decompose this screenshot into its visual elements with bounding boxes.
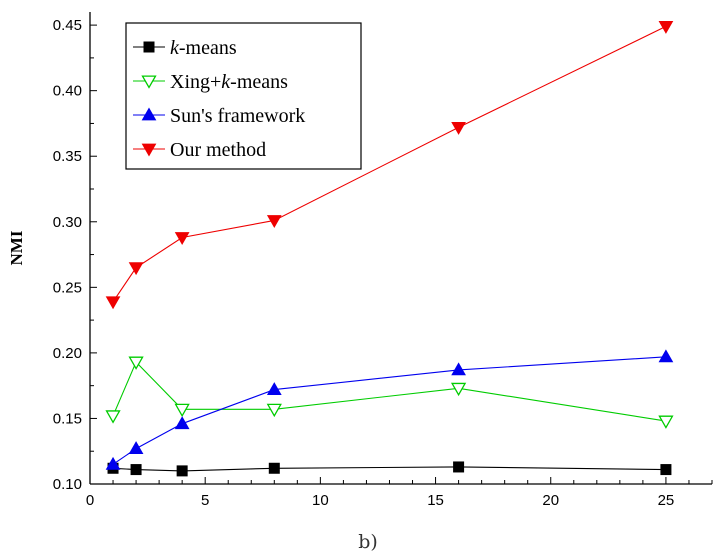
data-point [105, 296, 121, 310]
legend-box [125, 22, 362, 170]
x-tick-label: 0 [86, 492, 94, 509]
series-layer [105, 21, 674, 477]
y-tick-label: 0.10 [53, 476, 82, 493]
y-tick-label: 0.35 [53, 148, 82, 165]
y-axis: 0.10 0.15 0.20 0.25 0.30 0.35 0.40 0.45 [53, 17, 97, 493]
y-tick-label: 0.45 [53, 17, 82, 34]
series-3 [105, 21, 674, 310]
data-point [266, 403, 282, 418]
data-point [266, 382, 282, 395]
series-0 [107, 461, 672, 477]
data-point [453, 461, 465, 473]
data-point [128, 262, 144, 276]
y-tick-label: 0.40 [53, 83, 82, 100]
y-tick-label: 0.15 [53, 410, 82, 427]
series-line [112, 361, 667, 422]
y-tick-label: 0.30 [53, 214, 82, 231]
y-tick-label: 0.20 [53, 345, 82, 362]
legend-marker [141, 75, 157, 89]
data-point [266, 215, 282, 228]
data-point [174, 232, 190, 246]
data-point [105, 410, 121, 424]
series-1 [105, 356, 674, 429]
series-line [112, 356, 666, 465]
figure-caption: b) [358, 531, 378, 553]
data-point [451, 122, 466, 135]
data-point [451, 362, 466, 376]
data-point [105, 456, 121, 470]
data-point [130, 464, 142, 476]
y-tick-label: 0.25 [53, 279, 82, 296]
series-2 [105, 349, 674, 470]
x-tick-label: 10 [312, 492, 329, 509]
data-point [174, 403, 190, 418]
data-point [658, 21, 674, 34]
legend-label: Sun's framework [170, 105, 305, 127]
data-point [268, 462, 280, 474]
data-point [128, 441, 144, 454]
legend-label: k-means [170, 37, 237, 59]
series-line [112, 25, 667, 303]
y-axis-title: NMI [7, 230, 26, 265]
data-point [658, 349, 674, 363]
x-tick-label: 15 [427, 492, 444, 509]
legend-label: Our method [170, 139, 266, 161]
legend: k-means Xing+k-means Sun's framework Our me… [125, 22, 362, 170]
x-tick-label: 20 [542, 492, 559, 509]
x-tick-label: 5 [201, 492, 209, 509]
data-point [658, 415, 674, 429]
series-line [113, 466, 666, 472]
data-point [174, 416, 190, 430]
data-point [176, 465, 188, 477]
data-point [660, 464, 672, 476]
legend-marker [141, 107, 157, 121]
legend-label: Xing+k-means [170, 71, 288, 93]
data-point [450, 382, 467, 397]
x-tick-label: 25 [658, 492, 675, 509]
data-point [128, 356, 144, 370]
legend-marker [143, 41, 155, 53]
legend-marker [141, 143, 157, 157]
x-axis: 0 5 10 15 20 25 [86, 477, 713, 509]
